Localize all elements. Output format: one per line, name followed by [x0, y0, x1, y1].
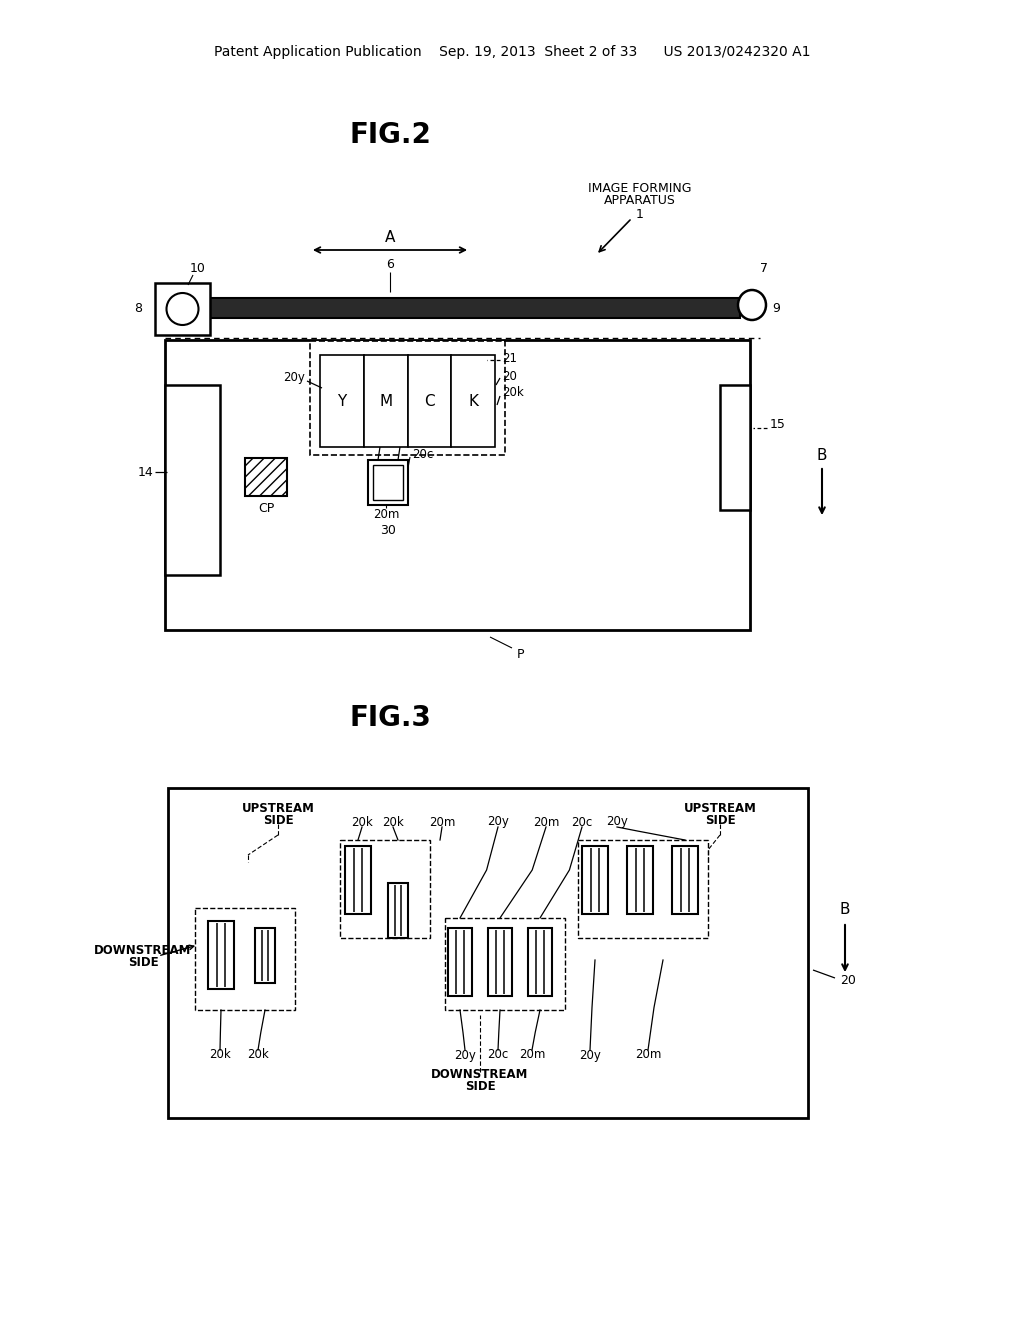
Text: 6: 6 [386, 259, 394, 272]
Text: C: C [424, 393, 434, 408]
Text: 20k: 20k [382, 816, 403, 829]
Text: K: K [468, 393, 478, 408]
Bar [165, 385, 220, 576]
Text: IMAGE FORMING: IMAGE FORMING [588, 181, 692, 194]
Bar [452, 355, 495, 447]
Text: 10: 10 [190, 261, 206, 275]
Text: 20y: 20y [606, 816, 628, 829]
Bar [388, 883, 408, 937]
Text: 20y: 20y [454, 1048, 476, 1061]
Text: 1: 1 [636, 207, 644, 220]
Text: SIDE: SIDE [128, 956, 159, 969]
Bar [165, 341, 750, 630]
Text: M: M [379, 393, 392, 408]
Text: 15: 15 [770, 418, 785, 432]
Circle shape [167, 293, 199, 325]
Text: A: A [385, 230, 395, 244]
Text: 20y: 20y [579, 1048, 601, 1061]
Text: 20k: 20k [502, 387, 523, 400]
Text: 20m: 20m [429, 816, 456, 829]
Text: B: B [840, 903, 850, 917]
Bar [368, 459, 408, 506]
Text: DOWNSTREAM: DOWNSTREAM [94, 944, 191, 957]
Text: 20c: 20c [487, 1048, 509, 1061]
Text: Patent Application Publication    Sep. 19, 2013  Sheet 2 of 33      US 2013/0242: Patent Application Publication Sep. 19, … [214, 45, 810, 59]
Bar [319, 355, 364, 447]
Bar [195, 908, 295, 1010]
Text: 20m: 20m [532, 816, 559, 829]
Bar [720, 385, 750, 510]
Text: 7: 7 [760, 261, 768, 275]
Text: 20k: 20k [351, 816, 373, 829]
Bar [319, 355, 495, 447]
Text: 20c: 20c [412, 449, 433, 462]
Text: Y: Y [337, 393, 346, 408]
Text: 20m: 20m [635, 1048, 662, 1061]
Bar [255, 928, 275, 982]
Text: 20m: 20m [373, 508, 399, 521]
Bar [672, 846, 698, 913]
Text: 20: 20 [502, 370, 517, 383]
Text: UPSTREAM: UPSTREAM [684, 801, 757, 814]
Bar [185, 298, 740, 318]
Text: SIDE: SIDE [465, 1081, 496, 1093]
Text: P: P [516, 648, 523, 661]
Bar [528, 928, 552, 997]
Bar [345, 846, 371, 913]
Text: 20k: 20k [209, 1048, 230, 1061]
Text: 14: 14 [137, 466, 153, 479]
Text: SIDE: SIDE [705, 813, 735, 826]
Ellipse shape [738, 290, 766, 319]
Bar [168, 788, 808, 1118]
Text: 20y: 20y [487, 816, 509, 829]
Bar [445, 917, 565, 1010]
Bar [488, 928, 512, 997]
Text: APPARATUS: APPARATUS [604, 194, 676, 206]
Bar [582, 846, 608, 913]
Bar [627, 846, 653, 913]
Bar [245, 458, 287, 496]
Text: CP: CP [258, 502, 274, 515]
Text: 20: 20 [840, 974, 856, 986]
Text: B: B [817, 447, 827, 462]
Bar [155, 282, 210, 335]
Text: 9: 9 [772, 301, 780, 314]
Text: FIG.3: FIG.3 [349, 704, 431, 733]
Bar [408, 355, 452, 447]
Bar [578, 840, 708, 939]
Text: 30: 30 [380, 524, 396, 536]
Text: 20m: 20m [519, 1048, 545, 1061]
Text: UPSTREAM: UPSTREAM [242, 801, 314, 814]
Bar [449, 928, 472, 997]
Text: FIG.2: FIG.2 [349, 121, 431, 149]
Text: 21: 21 [502, 351, 517, 364]
Text: SIDE: SIDE [263, 813, 293, 826]
Text: 8: 8 [134, 301, 142, 314]
Text: DOWNSTREAM: DOWNSTREAM [431, 1068, 528, 1081]
Bar [364, 355, 408, 447]
Text: 20y: 20y [283, 371, 305, 384]
Bar [373, 465, 403, 500]
Bar [310, 341, 505, 455]
Text: 20k: 20k [247, 1048, 269, 1061]
Bar [340, 840, 430, 939]
Text: 20c: 20c [571, 816, 593, 829]
Bar [208, 921, 234, 989]
